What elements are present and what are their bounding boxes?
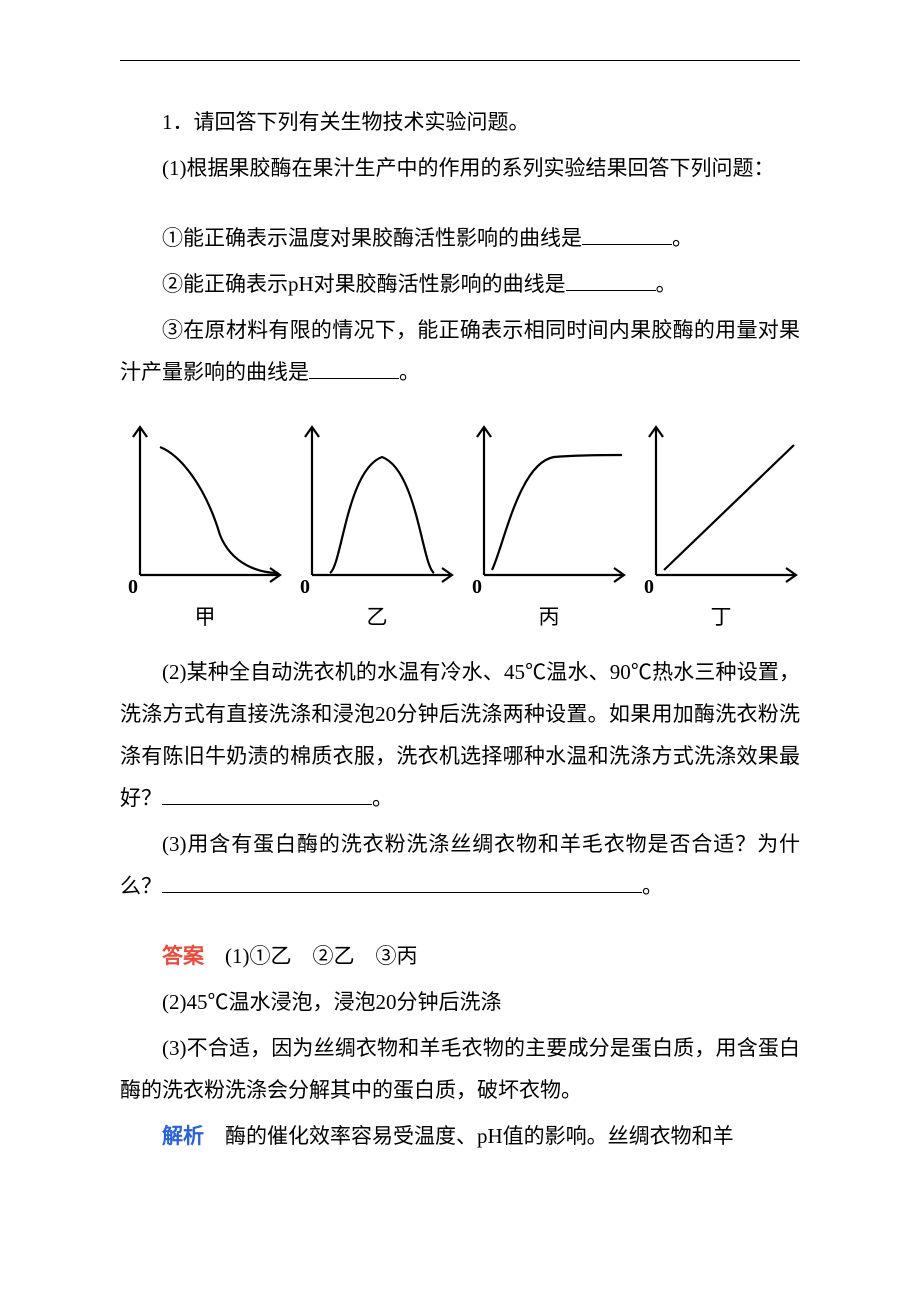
chart-label-yi: 乙 [367, 601, 388, 631]
question-1-stem: (1)根据果胶酶在果汁生产中的作用的系列实验结果回答下列问题： [120, 147, 800, 189]
blank-3 [309, 358, 399, 379]
chart-yi: 0 乙 [292, 415, 462, 631]
chart-yi-svg: 0 [292, 415, 462, 595]
q1-sub2-text: ②能正确表示pH对果胶酶活性影响的曲线是 [162, 272, 566, 296]
top-rule [120, 60, 800, 61]
blank-4 [162, 784, 372, 805]
charts-row: 0 甲 0 乙 0 丙 0 [120, 415, 800, 631]
question-intro-text: 1．请回答下列有关生物技术实验问题。 [162, 110, 530, 134]
chart-label-ding: 丁 [711, 601, 732, 631]
answer-2-text: (2)45℃温水浸泡，浸泡20分钟后洗涤 [162, 990, 502, 1014]
answer-line-1: 答案 (1)①乙 ②乙 ③丙 [120, 935, 800, 977]
question-1-sub2: ②能正确表示pH对果胶酶活性影响的曲线是 。 [120, 263, 800, 305]
blank-2 [566, 270, 656, 291]
curve-jia [160, 447, 278, 573]
q2-tail: 。 [372, 786, 393, 810]
chart-label-bing: 丙 [539, 601, 560, 631]
chart-label-jia: 甲 [195, 601, 216, 631]
answer-1-text: (1)①乙 ②乙 ③丙 [225, 944, 418, 968]
origin-label-jia: 0 [128, 576, 138, 595]
chart-jia: 0 甲 [120, 415, 290, 631]
answer-3-text: (3)不合适，因为丝绸衣物和羊毛衣物的主要成分是蛋白质，用含蛋白酶的洗衣粉洗涤会… [120, 1036, 800, 1102]
question-3: (3)用含有蛋白酶的洗衣粉洗涤丝绸衣物和羊毛衣物是否合适？为什么？。 [120, 823, 800, 907]
answer-line-3: (3)不合适，因为丝绸衣物和羊毛衣物的主要成分是蛋白质，用含蛋白酶的洗衣粉洗涤会… [120, 1027, 800, 1111]
blank-1 [582, 224, 672, 245]
question-2: (2)某种全自动洗衣机的水温有冷水、45℃温水、90℃热水三种设置，洗涤方式有直… [120, 651, 800, 819]
explain-label: 解析 [162, 1124, 204, 1148]
curve-yi [330, 457, 434, 573]
explain-text: 酶的催化效率容易受温度、pH值的影响。丝绸衣物和羊 [225, 1124, 734, 1148]
q1-sub2-tail: 。 [656, 272, 677, 296]
question-intro: 1．请回答下列有关生物技术实验问题。 [120, 101, 800, 143]
origin-label-yi: 0 [300, 576, 310, 595]
q1-sub3-tail: 。 [399, 360, 420, 384]
chart-bing: 0 丙 [464, 415, 634, 631]
blank-5 [162, 872, 642, 893]
curve-bing [492, 455, 622, 570]
question-1-sub1: ①能正确表示温度对果胶酶活性影响的曲线是 。 [120, 217, 800, 259]
q1-sub1-tail: 。 [672, 226, 693, 250]
answer-line-2: (2)45℃温水浸泡，浸泡20分钟后洗涤 [120, 981, 800, 1023]
chart-jia-svg: 0 [120, 415, 290, 595]
question-1-stem-text: (1)根据果胶酶在果汁生产中的作用的系列实验结果回答下列问题： [162, 156, 774, 180]
origin-label-bing: 0 [472, 576, 482, 595]
chart-ding-svg: 0 [636, 415, 806, 595]
explain-line: 解析 酶的催化效率容易受温度、pH值的影响。丝绸衣物和羊 [120, 1115, 800, 1157]
curve-ding [664, 445, 794, 570]
q1-sub3-text: ③在原材料有限的情况下，能正确表示相同时间内果胶酶的用量对果汁产量影响的曲线是 [120, 318, 800, 384]
origin-label-ding: 0 [644, 576, 654, 595]
chart-ding: 0 丁 [636, 415, 806, 631]
chart-bing-svg: 0 [464, 415, 634, 595]
q3-tail: 。 [642, 874, 663, 898]
q1-sub1-text: ①能正确表示温度对果胶酶活性影响的曲线是 [162, 226, 582, 250]
question-1-sub3: ③在原材料有限的情况下，能正确表示相同时间内果胶酶的用量对果汁产量影响的曲线是。 [120, 309, 800, 393]
answer-label: 答案 [162, 944, 204, 968]
